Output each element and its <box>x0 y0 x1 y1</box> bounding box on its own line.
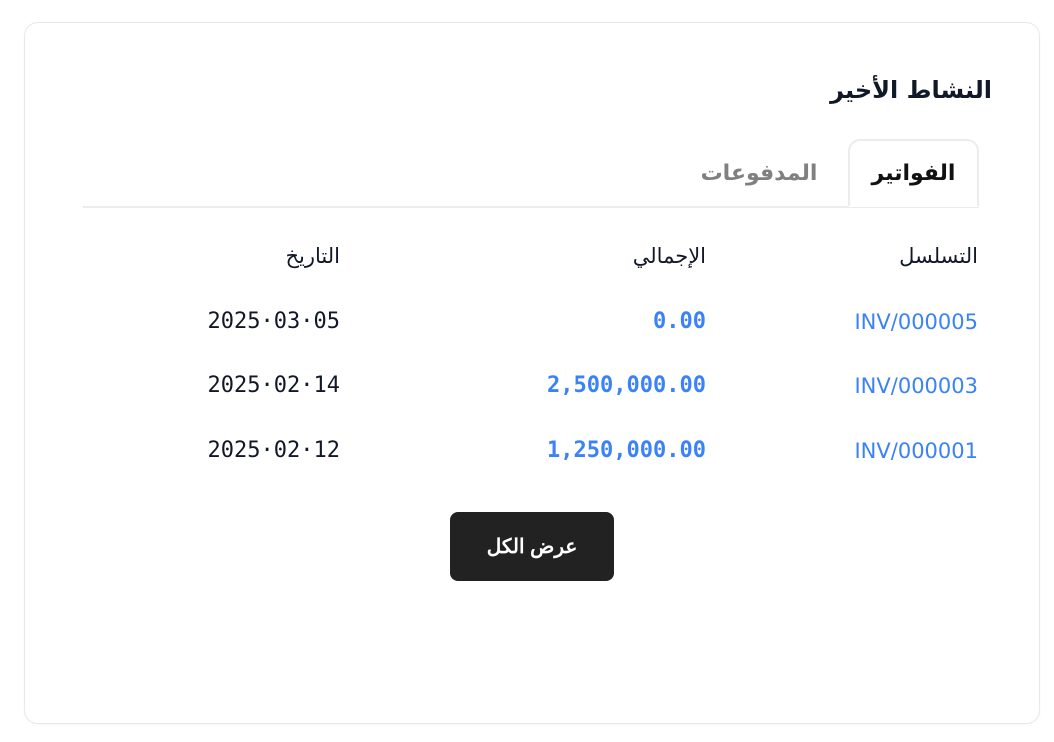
total-value: 0.00 <box>653 309 706 334</box>
tab-invoices[interactable]: الفواتير <box>848 139 979 207</box>
date-value: 2025·02·14 <box>207 373 340 398</box>
serial-link[interactable]: INV/000001 <box>854 439 978 463</box>
total-value: 2,500,000.00 <box>547 373 706 398</box>
tab-bar-divider <box>83 206 979 208</box>
header-serial: التسلسل <box>899 244 978 268</box>
tab-payments[interactable]: المدفوعات <box>700 160 818 186</box>
total-value: 1,250,000.00 <box>547 438 706 463</box>
view-all-button[interactable]: عرض الكل <box>450 512 614 581</box>
date-value: 2025·02·12 <box>207 438 340 463</box>
card-title: النشاط الأخير <box>830 76 992 104</box>
header-total: الإجمالي <box>632 244 706 268</box>
recent-activity-card <box>24 22 1040 724</box>
date-value: 2025·03·05 <box>207 309 340 334</box>
header-date: التاريخ <box>285 244 340 268</box>
serial-link[interactable]: INV/000005 <box>854 310 978 334</box>
serial-link[interactable]: INV/000003 <box>854 374 978 398</box>
